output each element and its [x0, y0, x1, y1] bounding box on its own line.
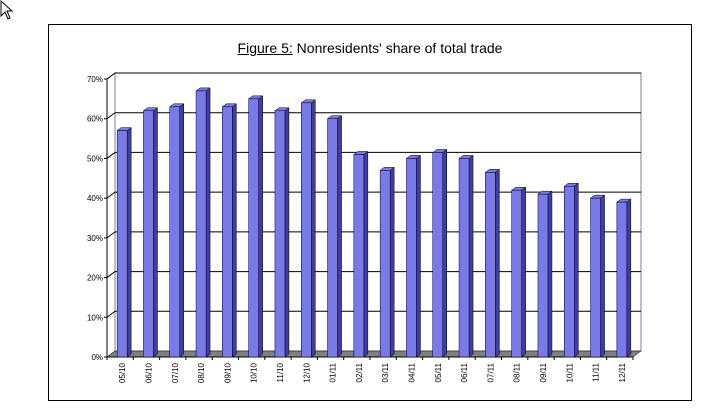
x-tick-label: 12/10 — [302, 362, 311, 383]
gridline-diagonal — [106, 72, 116, 80]
gridline-diagonal — [106, 231, 116, 239]
bar-side — [205, 87, 211, 358]
bar-side — [626, 198, 632, 358]
bar — [379, 170, 391, 358]
bar — [301, 102, 312, 358]
bar-side — [521, 186, 526, 358]
bar-side — [363, 150, 369, 358]
bar-side — [574, 182, 579, 358]
x-tick-label: 06/10 — [144, 362, 153, 383]
y-tick-label: 30% — [87, 234, 103, 243]
chart-title: Figure 5: Nonresidents' share of total t… — [49, 40, 691, 56]
bar — [116, 130, 128, 358]
x-tick-label: 03/11 — [381, 362, 390, 382]
y-tick-label: 0% — [91, 353, 103, 362]
x-tick-label: 04/11 — [407, 362, 416, 382]
bar-side — [495, 168, 500, 358]
x-tick-label: 05/10 — [118, 362, 127, 383]
bar-side — [179, 103, 184, 358]
plot-floor — [106, 350, 642, 358]
bar-side — [416, 154, 421, 358]
bar — [222, 106, 233, 358]
chart-title-figure-number: Figure 5: — [237, 40, 293, 56]
y-tick-label: 60% — [87, 115, 103, 124]
x-tick-label: 07/11 — [486, 362, 495, 382]
bar — [327, 118, 338, 358]
gridline-diagonal — [106, 152, 116, 159]
bar — [485, 172, 496, 358]
bar — [353, 154, 365, 358]
y-tick-label: 40% — [87, 194, 103, 203]
bar — [458, 158, 470, 358]
y-tick-label: 50% — [87, 154, 103, 163]
bar-side — [442, 148, 447, 358]
plot-back-wall — [114, 72, 642, 352]
x-tick-label: 11/10 — [276, 362, 285, 382]
bar — [274, 110, 286, 358]
x-tick-label: 07/10 — [171, 362, 180, 383]
y-tick-label: 70% — [87, 75, 103, 84]
bar — [590, 197, 601, 358]
bar — [564, 185, 575, 358]
bar — [169, 106, 180, 358]
bar — [406, 158, 417, 358]
x-tick-label: 12/11 — [618, 362, 627, 382]
chart-title-text: Nonresidents' share of total trade — [292, 40, 503, 56]
bar-side — [153, 107, 158, 358]
x-tick-label: 01/11 — [329, 362, 338, 382]
x-tick-label: 10/11 — [565, 362, 574, 382]
y-tick-label: 20% — [87, 274, 103, 283]
bar-side — [600, 194, 605, 358]
y-tick-label: 10% — [87, 313, 103, 322]
bar-side — [126, 127, 132, 358]
bar — [248, 98, 259, 358]
gridline-diagonal — [106, 271, 116, 278]
bar-side — [337, 115, 342, 358]
x-tick-label: 10/10 — [250, 362, 259, 383]
bar — [511, 189, 522, 358]
bar — [432, 152, 443, 358]
x-tick-label: 05/11 — [434, 362, 443, 382]
bar-side — [232, 103, 237, 358]
x-tick-label: 08/10 — [197, 362, 206, 383]
bar — [143, 110, 154, 358]
x-tick-label: 11/11 — [592, 362, 601, 381]
x-tick-label: 02/11 — [355, 362, 364, 382]
bar-side — [258, 95, 263, 358]
chart-frame: Figure 5: Nonresidents' share of total t… — [48, 24, 692, 401]
bar — [537, 193, 549, 358]
x-tick-label: 08/11 — [513, 362, 522, 382]
bar-side — [389, 166, 395, 358]
x-tick-label: 06/11 — [460, 362, 469, 382]
gridline-diagonal — [106, 191, 116, 199]
bar-side — [311, 99, 316, 358]
bar — [616, 201, 628, 358]
gridline-diagonal — [106, 310, 116, 318]
bar-chart: 0% 10% 20% 30% 40% 50% 60% 70% 05/10 06/10 07/10 08… — [87, 72, 642, 383]
mouse-pointer-icon — [0, 0, 16, 27]
bar-side — [284, 107, 290, 358]
bar — [195, 90, 207, 358]
bar-side — [468, 154, 474, 358]
x-tick-label: 09/10 — [223, 362, 232, 383]
bar-side — [547, 190, 553, 358]
x-tick-label: 09/11 — [539, 362, 548, 382]
gridline-diagonal — [106, 112, 116, 120]
